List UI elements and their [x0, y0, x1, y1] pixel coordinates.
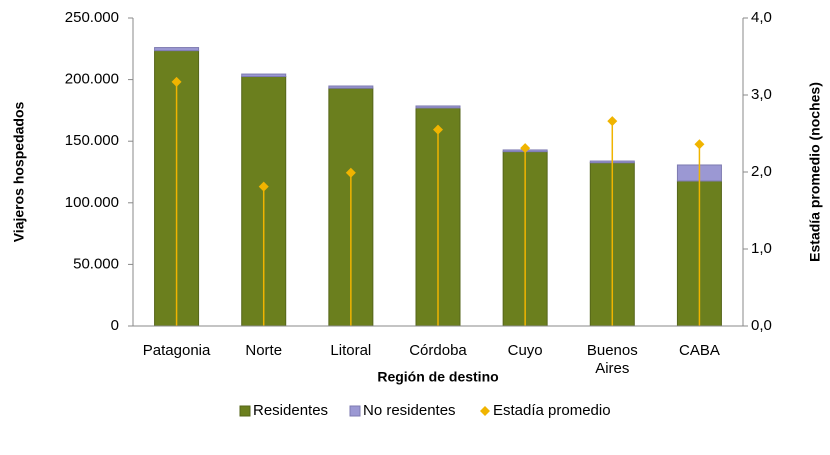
marker: [520, 143, 531, 154]
x-tick-label: Litoral: [330, 342, 372, 359]
y2-axis-title: Estadía promedio (noches): [807, 82, 823, 262]
legend-swatch: [349, 405, 361, 417]
y-tick-label: 150.000: [65, 132, 119, 149]
y-tick-label: 250.000: [65, 9, 119, 26]
marker: [345, 167, 356, 178]
marker: [694, 139, 705, 150]
marker: [433, 124, 443, 135]
legend-label: Residentes: [253, 402, 328, 419]
y2-tick-label: 3,0: [751, 86, 772, 103]
y2-tick-label: 1,0: [751, 240, 772, 257]
y-tick-label: 100.000: [65, 194, 119, 211]
x-tick-label: Cuyo: [507, 342, 543, 359]
legend-swatch: [239, 405, 251, 417]
y2-tick-label: 2,0: [751, 163, 772, 180]
y2-tick-label: 0,0: [751, 317, 772, 334]
y-tick-label: 50.000: [73, 255, 119, 272]
x-tick-label: Córdoba: [409, 342, 467, 359]
y-axis-title: Viajeros hospedados: [11, 102, 27, 243]
x-axis-title: Región de destino: [377, 369, 498, 385]
marker: [171, 76, 182, 87]
bar: [241, 73, 287, 78]
bar: [328, 85, 374, 89]
y-tick-label: 0: [111, 317, 119, 334]
x-tick-label: Norte: [245, 342, 283, 359]
legend-label: Estadía promedio: [493, 402, 611, 419]
x-tick-label: CABA: [678, 342, 720, 359]
bar: [415, 105, 461, 109]
marker: [258, 181, 269, 192]
x-tick-label: Buenos Aires: [586, 342, 638, 377]
marker: [607, 116, 618, 127]
legend-marker: [480, 406, 490, 416]
legend-label: No residentes: [363, 402, 456, 419]
y2-tick-label: 4,0: [751, 9, 772, 26]
bar: [154, 47, 200, 52]
y-tick-label: 200.000: [65, 71, 119, 88]
x-tick-label: Patagonia: [142, 342, 211, 359]
